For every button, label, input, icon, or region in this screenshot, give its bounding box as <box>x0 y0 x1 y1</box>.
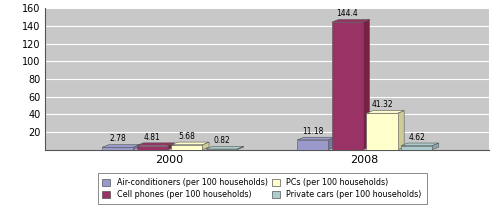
Polygon shape <box>328 137 335 150</box>
Text: 0.82: 0.82 <box>213 136 230 145</box>
Polygon shape <box>297 137 335 140</box>
Polygon shape <box>171 142 209 145</box>
Polygon shape <box>137 143 174 146</box>
Polygon shape <box>363 20 369 150</box>
Text: 4.81: 4.81 <box>144 132 161 141</box>
Text: 4.62: 4.62 <box>408 133 425 142</box>
Text: 144.4: 144.4 <box>337 9 358 18</box>
Bar <box>297 140 328 150</box>
Bar <box>137 146 168 150</box>
Bar <box>366 113 398 150</box>
Polygon shape <box>332 20 369 22</box>
Text: 5.68: 5.68 <box>178 132 195 141</box>
Polygon shape <box>366 111 404 113</box>
Polygon shape <box>133 145 140 150</box>
Bar <box>401 146 432 150</box>
Bar <box>102 147 133 150</box>
Polygon shape <box>203 142 209 150</box>
Text: 41.32: 41.32 <box>371 100 393 109</box>
Polygon shape <box>398 111 404 150</box>
Polygon shape <box>168 143 174 150</box>
Legend: Air-conditioners (per 100 households), Cell phones (per 100 households), PCs (pe: Air-conditioners (per 100 households), C… <box>98 173 426 204</box>
Text: 11.18: 11.18 <box>302 127 324 136</box>
Polygon shape <box>206 146 243 149</box>
Text: 2.78: 2.78 <box>109 134 126 143</box>
Polygon shape <box>401 143 439 146</box>
Polygon shape <box>102 145 140 147</box>
Polygon shape <box>237 146 243 150</box>
Polygon shape <box>432 143 439 150</box>
Bar <box>171 145 203 150</box>
Bar <box>206 149 237 150</box>
Bar <box>332 22 363 150</box>
